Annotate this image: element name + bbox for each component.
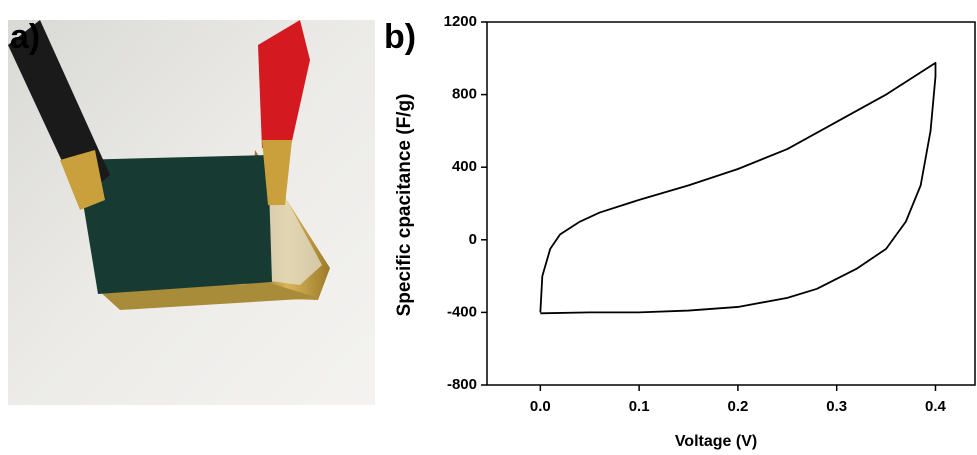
y-tick-label: 800 (452, 86, 477, 103)
x-tick-label: 0.2 (727, 398, 748, 415)
y-tick-label: 1200 (444, 13, 477, 30)
x-axis-label: Voltage (V) (675, 433, 757, 450)
chart: -800 -400 0 400 800 1200 0.0 0.1 0.2 0.3 0.4 Voltag… (384, 13, 976, 450)
y-tick-label: -400 (447, 303, 477, 320)
plot-frame (486, 21, 976, 386)
cv-curve (539, 61, 937, 315)
x-tick-label: 0.4 (925, 398, 947, 415)
y-tick-label: 0 (469, 231, 477, 248)
x-tick-label: 0.3 (826, 398, 847, 415)
y-tick-label: 400 (452, 158, 477, 175)
y-axis-label: Specific cpacitance (F/g) (394, 94, 415, 317)
panel-label: a) (10, 18, 40, 56)
x-tick-label: 0.1 (629, 398, 650, 415)
x-tick-label: 0.0 (530, 398, 551, 415)
y-tick-label: -800 (447, 376, 477, 393)
panel-label: b) (384, 18, 416, 56)
photo (8, 20, 375, 405)
